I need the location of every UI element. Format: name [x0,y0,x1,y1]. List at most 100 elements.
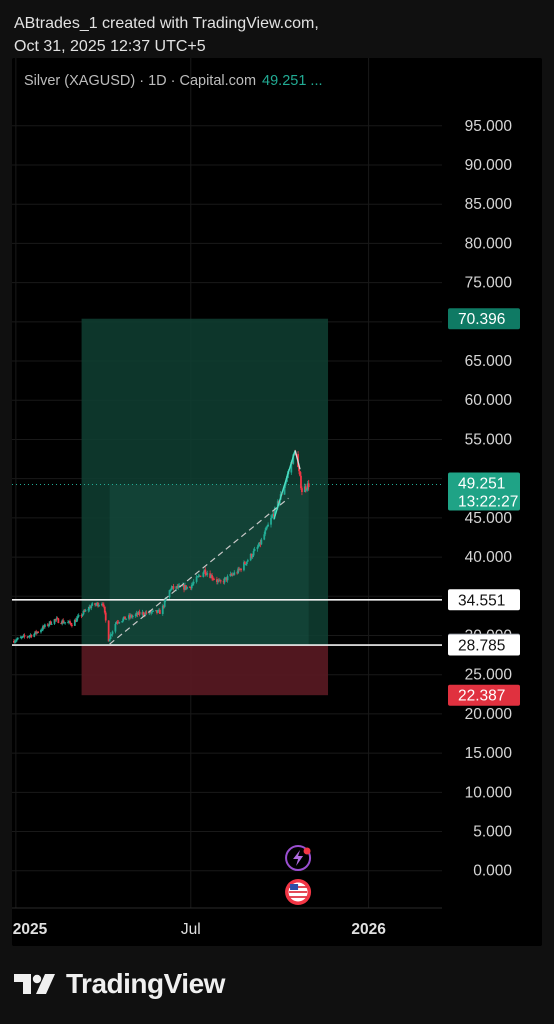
candle-body [162,605,165,607]
candle-body [36,631,39,634]
candle-body [137,611,140,615]
candle-body [20,637,23,639]
price-chart[interactable]: 95.00090.00085.00080.00075.00070.00065.0… [12,58,542,946]
candle-body [129,615,131,618]
candle-body [203,569,206,573]
lightning-icon-bolt [293,850,304,866]
candle-body [73,619,76,626]
candle-body [97,602,99,607]
price-tick-label: 55.000 [465,431,513,448]
price-tick-label: 80.000 [465,235,513,252]
candle-body [56,618,59,620]
candle-body [77,615,80,617]
candle-body [223,578,226,583]
candle-body [169,589,172,591]
candle-body [260,539,263,545]
candle-body [182,584,184,587]
candle-body [251,555,254,558]
candle-body [230,573,233,576]
candle-body [183,584,185,590]
candle-body [170,587,173,590]
candle-body [57,618,60,624]
candle-body [236,572,239,574]
candle-body [107,620,110,642]
candle-body [141,612,144,615]
candle-body [124,616,126,620]
us-flag-icon[interactable] [285,879,312,905]
candle-body [191,583,194,585]
candle-body [273,514,275,517]
candle-body [29,634,32,636]
candle-body [89,606,92,609]
candle-body [186,586,188,589]
time-tick-label: 2026 [351,921,386,938]
candle-body [88,606,91,610]
candle-body [68,621,70,623]
candle-body [266,526,269,528]
candle-body [117,622,120,624]
candle-body [192,581,195,584]
candle-body [226,576,229,581]
candle-body [90,605,93,609]
candle-body [100,604,103,606]
lightning-icon[interactable] [285,845,312,871]
candle-body [33,633,36,637]
candle-body [259,542,262,545]
candle-body [82,610,85,615]
candle-body [190,584,193,589]
tradingview-logo-icon [14,974,55,994]
candle-body [178,585,181,587]
candle-body [206,573,209,575]
symbol-legend[interactable]: Silver (XAGUSD) · 1D · Capital.com 49.251… [24,73,323,89]
candle-body [83,610,86,612]
author-line: ABtrades_1 created with TradingView.com, [14,15,319,32]
candle-body [307,483,310,488]
candle-body [219,580,222,582]
candle-body [204,569,207,575]
price-label-box [448,308,520,330]
price-tick-label: 90.000 [465,157,513,174]
candle-body [303,486,306,493]
price-tick-label: 25.000 [465,667,513,684]
price-label-stop: 22.387 [448,684,520,706]
candle-body [217,580,220,582]
candle-body [27,636,30,638]
candle-body [64,622,67,624]
candle-body [76,616,79,619]
candle-body [110,634,113,636]
candle-body [240,568,242,571]
candle-body [138,611,141,615]
candle-body [175,586,178,589]
candle-body [212,578,214,580]
candle-body [270,518,272,525]
candle-body [23,635,26,637]
candle-body [103,606,106,613]
candle-body [61,620,64,624]
candle-body [213,578,215,580]
candle-body [215,579,218,582]
price-label-box [448,634,520,656]
price-label-text: 22.387 [458,688,505,705]
chart-panel[interactable]: 95.00090.00085.00080.00075.00070.00065.0… [12,58,542,946]
candle-body [129,615,132,618]
candle-body [13,641,16,643]
candle-body [157,610,159,613]
price-tick-label: 85.000 [465,196,513,213]
candle-body [253,549,256,551]
price-tick-label: 15.000 [465,745,513,762]
price-tick-label: 65.000 [465,353,513,370]
candle-body [69,621,71,623]
candle-body [205,574,208,576]
candle-body [301,488,303,493]
price-tick-label: 75.000 [465,275,513,292]
candle-body [238,568,241,570]
candle-body [118,622,121,624]
price-label-box [448,684,520,706]
candle-body [80,615,83,617]
price-label-text: 49.251 [458,476,505,493]
candle-body [123,616,126,619]
candle-body [271,516,273,519]
candle-body [87,609,90,611]
candle-body [250,554,253,558]
